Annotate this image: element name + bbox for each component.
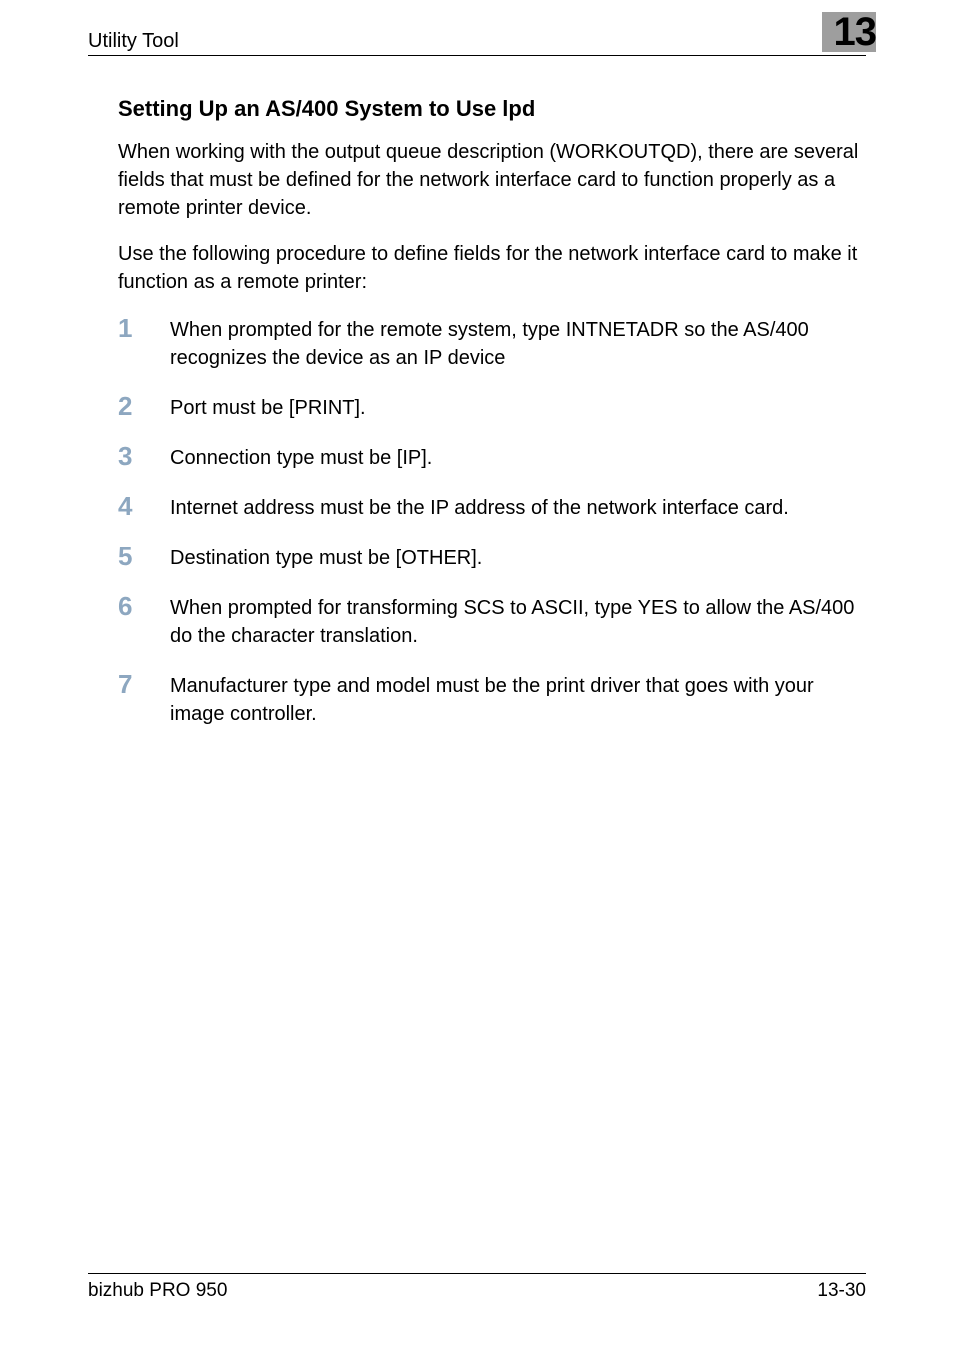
chapter-number: 13 bbox=[834, 12, 881, 52]
section-heading: Setting Up an AS/400 System to Use lpd bbox=[118, 96, 866, 122]
footer-left: bizhub PRO 950 bbox=[88, 1280, 227, 1302]
procedure-step: 2 Port must be [PRINT]. bbox=[118, 392, 866, 422]
procedure-step: 4 Internet address must be the IP addres… bbox=[118, 492, 866, 522]
step-number: 6 bbox=[118, 592, 170, 621]
procedure-step: 7 Manufacturer type and model must be th… bbox=[118, 670, 866, 728]
procedure-list: 1 When prompted for the remote system, t… bbox=[118, 314, 866, 728]
step-text: Port must be [PRINT]. bbox=[170, 392, 366, 422]
running-title: Utility Tool bbox=[88, 30, 179, 53]
intro-paragraph-1: When working with the output queue descr… bbox=[118, 138, 866, 222]
page: Utility Tool 13 Setting Up an AS/400 Sys… bbox=[0, 0, 954, 1352]
step-text: Internet address must be the IP address … bbox=[170, 492, 789, 522]
step-number: 4 bbox=[118, 492, 170, 521]
step-number: 2 bbox=[118, 392, 170, 421]
step-number: 7 bbox=[118, 670, 170, 699]
step-text: When prompted for the remote system, typ… bbox=[170, 314, 866, 372]
step-text: When prompted for transforming SCS to AS… bbox=[170, 592, 866, 650]
procedure-step: 3 Connection type must be [IP]. bbox=[118, 442, 866, 472]
step-number: 3 bbox=[118, 442, 170, 471]
procedure-step: 5 Destination type must be [OTHER]. bbox=[118, 542, 866, 572]
procedure-step: 1 When prompted for the remote system, t… bbox=[118, 314, 866, 372]
chapter-badge: 13 bbox=[834, 4, 881, 52]
step-number: 1 bbox=[118, 314, 170, 343]
page-content: Setting Up an AS/400 System to Use lpd W… bbox=[88, 56, 866, 728]
intro-paragraph-2: Use the following procedure to define fi… bbox=[118, 240, 866, 296]
page-footer: bizhub PRO 950 13-30 bbox=[88, 1273, 866, 1302]
step-text: Manufacturer type and model must be the … bbox=[170, 670, 866, 728]
step-number: 5 bbox=[118, 542, 170, 571]
footer-right: 13-30 bbox=[817, 1280, 866, 1302]
step-text: Destination type must be [OTHER]. bbox=[170, 542, 482, 572]
page-header: Utility Tool bbox=[88, 30, 866, 56]
step-text: Connection type must be [IP]. bbox=[170, 442, 432, 472]
procedure-step: 6 When prompted for transforming SCS to … bbox=[118, 592, 866, 650]
